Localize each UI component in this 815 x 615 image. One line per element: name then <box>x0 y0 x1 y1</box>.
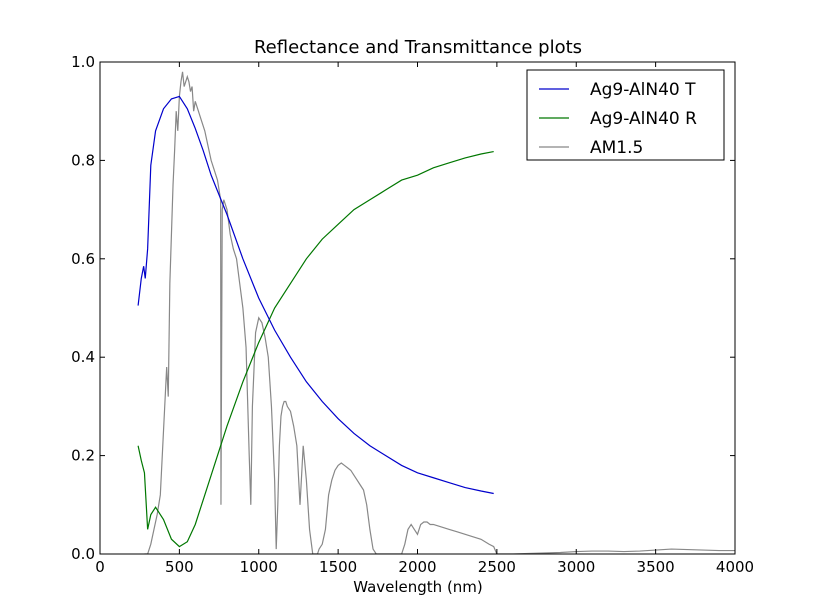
ticks-layer: 0 500 1000 1500 2000 2500 3000 3500 4000 0.0 0.2 0.… <box>71 53 754 576</box>
x-axis-label: Wavelength (nm) <box>353 578 483 596</box>
series-line-1 <box>137 150 494 548</box>
legend-label-1: Ag9-AlN40 R <box>590 109 697 129</box>
y-tick-label-5: 1.0 <box>71 53 95 71</box>
x-tick-label-2: 1000 <box>240 558 278 576</box>
legend-label-2: AM1.5 <box>590 138 643 158</box>
legend-frame <box>526 69 725 161</box>
x-tick-label-7: 3500 <box>637 558 675 576</box>
y-tick-label-1: 0.2 <box>71 447 95 465</box>
x-tick-label-0: 0 <box>95 558 105 576</box>
x-tick-label-3: 1500 <box>319 558 357 576</box>
legend-label-0: Ag9-AlN40 T <box>590 80 696 100</box>
x-tick-label-4: 2000 <box>398 558 436 576</box>
series-line-2 <box>144 71 735 554</box>
x-tick-label-1: 500 <box>165 558 194 576</box>
chart-title: Reflectance and Transmittance plots <box>254 37 582 58</box>
x-tick-label-6: 3000 <box>557 558 595 576</box>
plot-frame <box>99 61 736 555</box>
series-line-0 <box>137 95 494 495</box>
y-tick-label-2: 0.4 <box>71 348 95 366</box>
x-tick-label-8: 4000 <box>716 558 754 576</box>
y-tick-label-0: 0.0 <box>71 545 95 563</box>
x-tick-label-5: 2500 <box>478 558 516 576</box>
series-layer <box>137 71 735 554</box>
y-tick-label-3: 0.6 <box>71 250 95 268</box>
y-tick-label-4: 0.8 <box>71 151 95 169</box>
legend: Ag9-AlN40 T Ag9-AlN40 R AM1.5 <box>526 69 725 161</box>
